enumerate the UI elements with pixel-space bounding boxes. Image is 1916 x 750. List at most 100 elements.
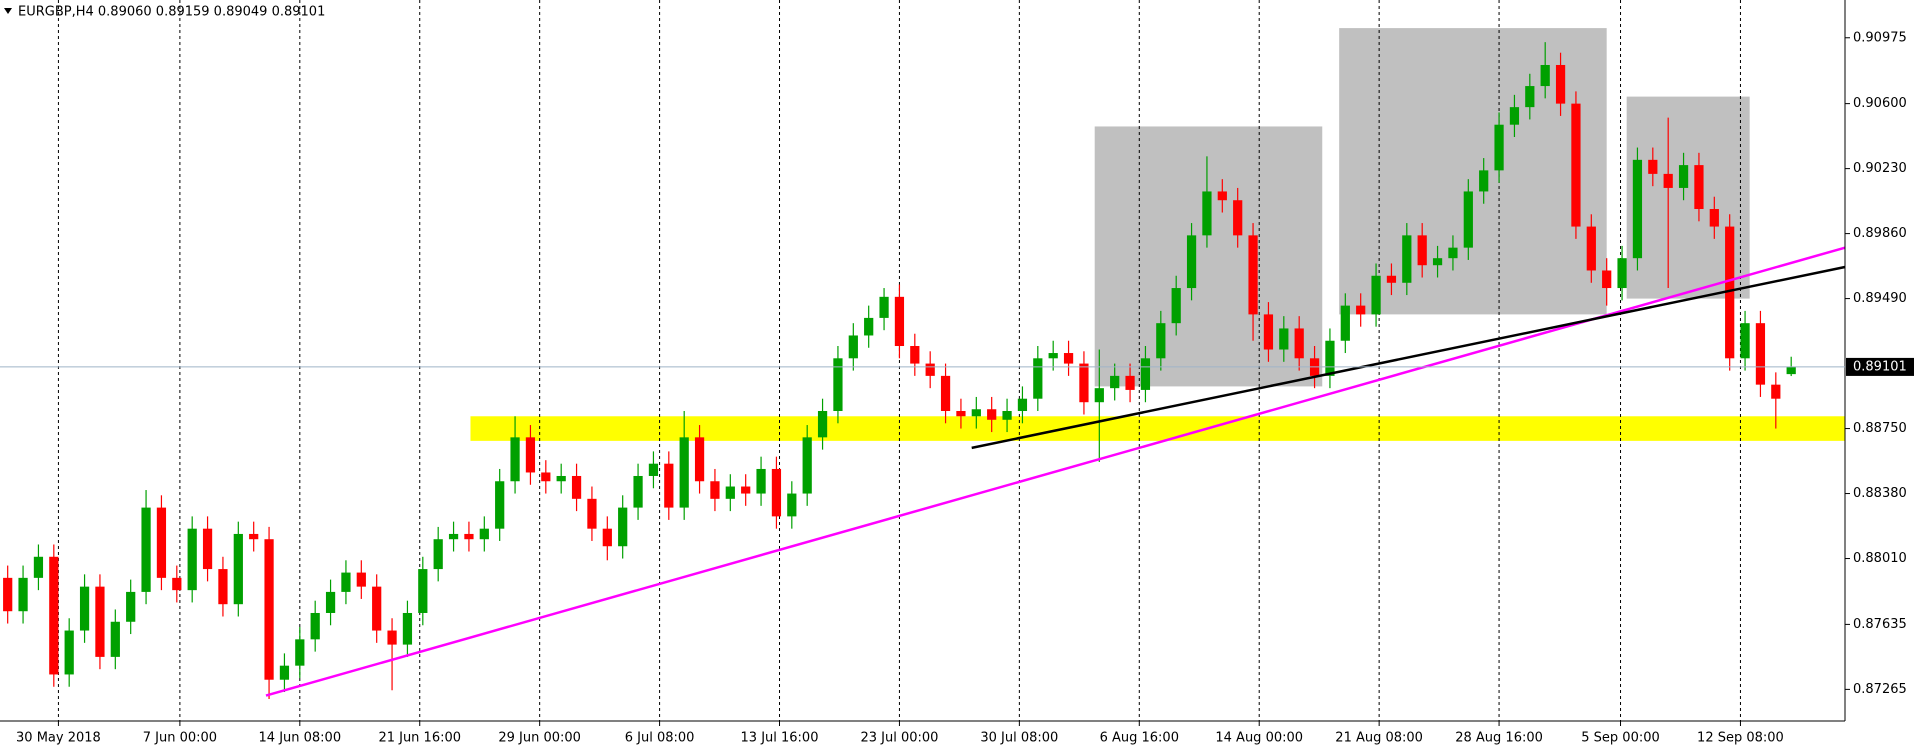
candle-body	[172, 577, 182, 591]
candle-body	[1002, 410, 1012, 420]
candle-body	[325, 591, 336, 613]
candle-body	[1063, 353, 1074, 364]
candle-body	[802, 437, 812, 494]
candle-body	[264, 539, 274, 680]
x-tick-label: 14 Jun 08:00	[259, 731, 342, 746]
x-tick-label: 6 Jul 08:00	[625, 731, 695, 746]
x-tick-label: 14 Aug 00:00	[1215, 731, 1303, 746]
candle-body	[1417, 235, 1427, 266]
trendlines-layer	[265, 246, 1846, 697]
candle-body	[110, 621, 120, 657]
candle-body	[141, 507, 151, 592]
candle-body	[202, 528, 213, 570]
x-tick-label: 5 Sep 00:00	[1581, 731, 1660, 746]
candle-body	[817, 410, 828, 438]
candle-body	[356, 572, 366, 587]
candle-body	[587, 498, 597, 529]
candle-body	[1202, 191, 1212, 236]
candle-body	[1555, 64, 1566, 104]
candle-body	[1617, 258, 1627, 289]
candle-body	[387, 630, 397, 645]
x-tick-label: 6 Aug 16:00	[1100, 731, 1179, 746]
candle-body	[1263, 314, 1274, 350]
candle-body	[1479, 170, 1489, 192]
candle-body	[694, 437, 705, 482]
candle-body	[1079, 363, 1089, 403]
candle-body	[756, 468, 766, 494]
candle-body	[433, 539, 443, 570]
candle-body	[1632, 159, 1643, 259]
candle-body	[940, 375, 951, 411]
x-tick-label: 23 Jul 00:00	[860, 731, 938, 746]
candle-body	[126, 591, 136, 622]
candle-body	[541, 472, 551, 482]
y-tick-label: 0.87265	[1853, 682, 1907, 697]
x-tick-label: 12 Sep 08:00	[1697, 731, 1784, 746]
candle-body	[1648, 159, 1658, 174]
candle-body	[1525, 86, 1535, 108]
candle-body	[3, 577, 13, 612]
candle-body	[495, 481, 505, 529]
candle-body	[1094, 388, 1104, 403]
candle-body	[418, 569, 428, 613]
candle-body	[1740, 323, 1750, 359]
candles-layer	[3, 42, 1796, 700]
candle-body	[1709, 209, 1719, 227]
candle-body	[602, 528, 612, 547]
candle-body	[1448, 247, 1458, 259]
candle-body	[1356, 305, 1366, 315]
candle-body	[1386, 275, 1397, 283]
x-tick-label: 30 May 2018	[16, 731, 101, 746]
candle-body	[1371, 275, 1381, 315]
candle-body	[1248, 235, 1258, 315]
candle-body	[664, 463, 674, 508]
y-tick-label: 0.88010	[1853, 551, 1907, 566]
candle-body	[372, 586, 382, 631]
candle-body	[1494, 124, 1504, 171]
candle-body	[1663, 173, 1673, 188]
candle-body	[18, 577, 28, 612]
candle-body	[1540, 64, 1550, 87]
x-tick-label: 7 Jun 00:00	[143, 731, 217, 746]
candle-body	[618, 507, 628, 547]
candle-body	[1033, 358, 1043, 399]
candle-body	[633, 475, 643, 508]
y-tick-label: 0.89860	[1853, 226, 1907, 241]
candle-body	[218, 569, 228, 605]
candle-body	[1279, 328, 1289, 350]
candle-body	[464, 533, 474, 540]
candle-body	[479, 528, 489, 540]
candle-body	[1125, 375, 1135, 390]
x-tick-label: 30 Jul 08:00	[980, 731, 1058, 746]
trendline	[971, 265, 1846, 450]
menu-triangle[interactable]	[4, 8, 12, 14]
candle-body	[1217, 191, 1227, 201]
x-tick-label: 29 Jun 00:00	[498, 731, 581, 746]
y-tick-label: 0.90230	[1853, 161, 1907, 176]
candle-body	[1156, 323, 1166, 359]
x-tick-label: 13 Jul 16:00	[741, 731, 819, 746]
candle-body	[848, 335, 858, 359]
candle-body	[571, 475, 582, 499]
candle-body	[279, 665, 290, 680]
candle-body	[864, 317, 874, 336]
y-tick-label: 0.90975	[1853, 30, 1907, 45]
candle-body	[1694, 165, 1704, 210]
candle-body	[833, 358, 843, 411]
candle-body	[1571, 103, 1581, 227]
x-tick-label: 28 Aug 16:00	[1455, 731, 1543, 746]
candle-body	[1186, 235, 1197, 289]
candle-body	[1509, 107, 1520, 125]
candle-body	[879, 296, 889, 318]
current-price-label: 0.89101	[1853, 359, 1907, 374]
y-tick-label: 0.88380	[1853, 486, 1907, 501]
candle-body	[710, 481, 720, 499]
candle-body	[1771, 384, 1781, 399]
chart-title: EURGBP,H4 0.89060 0.89159 0.89049 0.8910…	[18, 5, 325, 20]
y-tick-label: 0.87635	[1853, 617, 1907, 632]
x-tick-label: 21 Jun 16:00	[378, 731, 461, 746]
candle-body	[95, 586, 105, 657]
y-tick-label: 0.89490	[1853, 291, 1907, 306]
candle-body	[1755, 323, 1766, 385]
